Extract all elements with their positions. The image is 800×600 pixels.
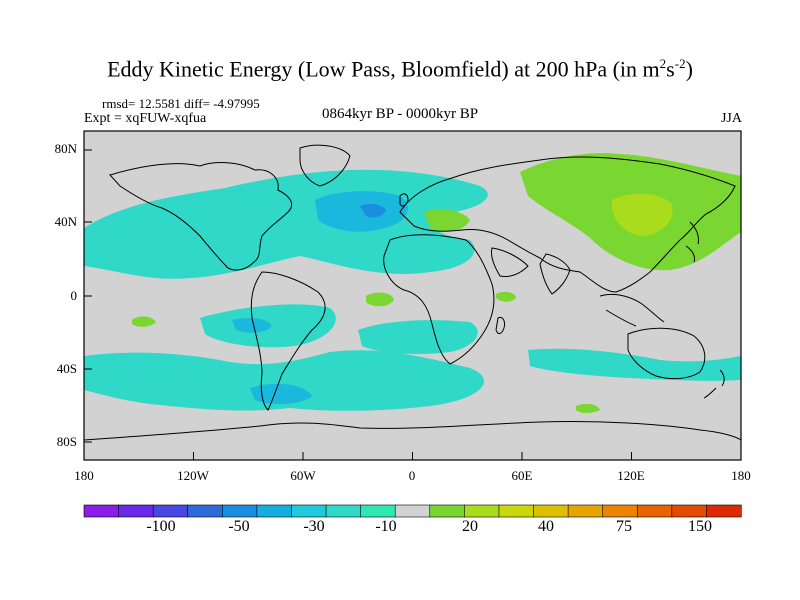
anomaly-southern-band	[84, 350, 485, 411]
colorbar-swatch	[187, 504, 223, 518]
lon-label-60w: 60W	[290, 468, 316, 483]
lat-label-40n: 40N	[54, 214, 77, 229]
colorbar-swatch	[222, 504, 258, 518]
colorbar-label: 150	[688, 518, 712, 535]
colorbar-swatch	[394, 504, 431, 518]
anomaly-south-pacific-core	[232, 318, 272, 333]
anomaly-fields	[84, 153, 741, 413]
lon-label-120w: 120W	[177, 468, 209, 483]
experiment-label: Expt = xqFUW-xqfua	[84, 111, 207, 126]
anomaly-africa	[366, 292, 394, 307]
colorbar-swatch	[671, 504, 708, 518]
colorbar-swatch	[602, 504, 638, 518]
axis-ticks	[83, 149, 742, 460]
colorbar	[83, 504, 742, 518]
colorbar-label: -30	[303, 518, 325, 535]
anomaly-europe	[424, 209, 470, 232]
anomaly-southern-ocean-small	[576, 403, 600, 413]
colorbar-swatch	[429, 504, 465, 518]
anomaly-eurasia-core	[611, 193, 673, 236]
coast-africa	[383, 234, 495, 365]
lon-label-0: 0	[408, 468, 416, 483]
colorbar-label: 75	[616, 518, 632, 535]
anomaly-indian-ocean	[528, 348, 741, 381]
colorbar-swatch	[464, 504, 500, 518]
coast-new-zealand	[703, 369, 725, 399]
colorbar-swatch	[325, 504, 362, 518]
map-title: Eddy Kinetic Energy (Low Pass, Bloomfiel…	[107, 56, 693, 82]
colorbar-label: -100	[146, 518, 176, 535]
colorbar-swatch	[533, 504, 569, 518]
colorbar-label: 20	[462, 518, 478, 535]
anomaly-north-atlantic-max	[360, 203, 386, 218]
coast-southeast-asia	[599, 293, 665, 327]
colorbar-swatch	[567, 504, 604, 518]
lat-label-80n: 80N	[54, 141, 77, 156]
lat-label-80s: 80S	[56, 434, 77, 449]
anomaly-south-atlantic	[358, 320, 478, 354]
colorbar-swatch	[498, 504, 535, 518]
colorbar-swatch	[636, 504, 673, 518]
lon-label-60e: 60E	[511, 468, 533, 483]
lat-label-40s: 40S	[56, 361, 77, 376]
coast-antarctica	[84, 420, 741, 441]
coast-south-america	[250, 271, 326, 411]
colorbar-label: -50	[228, 518, 250, 535]
anomaly-pacific-small	[132, 316, 156, 327]
colorbar-swatch	[118, 504, 154, 518]
season-label: JJA	[720, 111, 742, 126]
lon-label-120e: 120E	[617, 468, 645, 483]
coast-australia	[627, 327, 706, 380]
colorbar-swatch	[152, 504, 189, 518]
colorbar-label: -10	[375, 518, 397, 535]
coast-uk	[399, 193, 409, 207]
anomaly-western-pacific	[84, 370, 112, 386]
coast-north-america	[109, 162, 293, 271]
colorbar-swatch	[360, 504, 396, 518]
coast-japan	[685, 221, 699, 263]
anomaly-east-africa	[496, 291, 516, 302]
colorbar-swatch	[291, 504, 327, 518]
lat-label-0: 0	[70, 288, 78, 303]
coastlines	[84, 144, 741, 441]
colorbar-swatch	[83, 504, 120, 518]
coast-madagascar	[495, 317, 505, 335]
coast-arabia	[491, 247, 529, 277]
colorbar-label: 40	[538, 518, 554, 535]
stats-text: rmsd= 12.5581 diff= -4.97995	[102, 96, 260, 111]
lon-label-180e: 180	[731, 468, 751, 483]
colorbar-swatch	[256, 504, 293, 518]
anomaly-north-atlantic-core	[315, 191, 408, 232]
coast-india	[539, 253, 571, 295]
lon-label-180w: 180	[74, 468, 94, 483]
colorbar-swatch	[706, 504, 742, 518]
anomaly-south-atlantic-core	[250, 383, 312, 405]
period-label: 0864kyr BP - 0000kyr BP	[321, 106, 479, 122]
coast-eurasia	[399, 156, 736, 293]
coast-greenland	[299, 144, 351, 187]
